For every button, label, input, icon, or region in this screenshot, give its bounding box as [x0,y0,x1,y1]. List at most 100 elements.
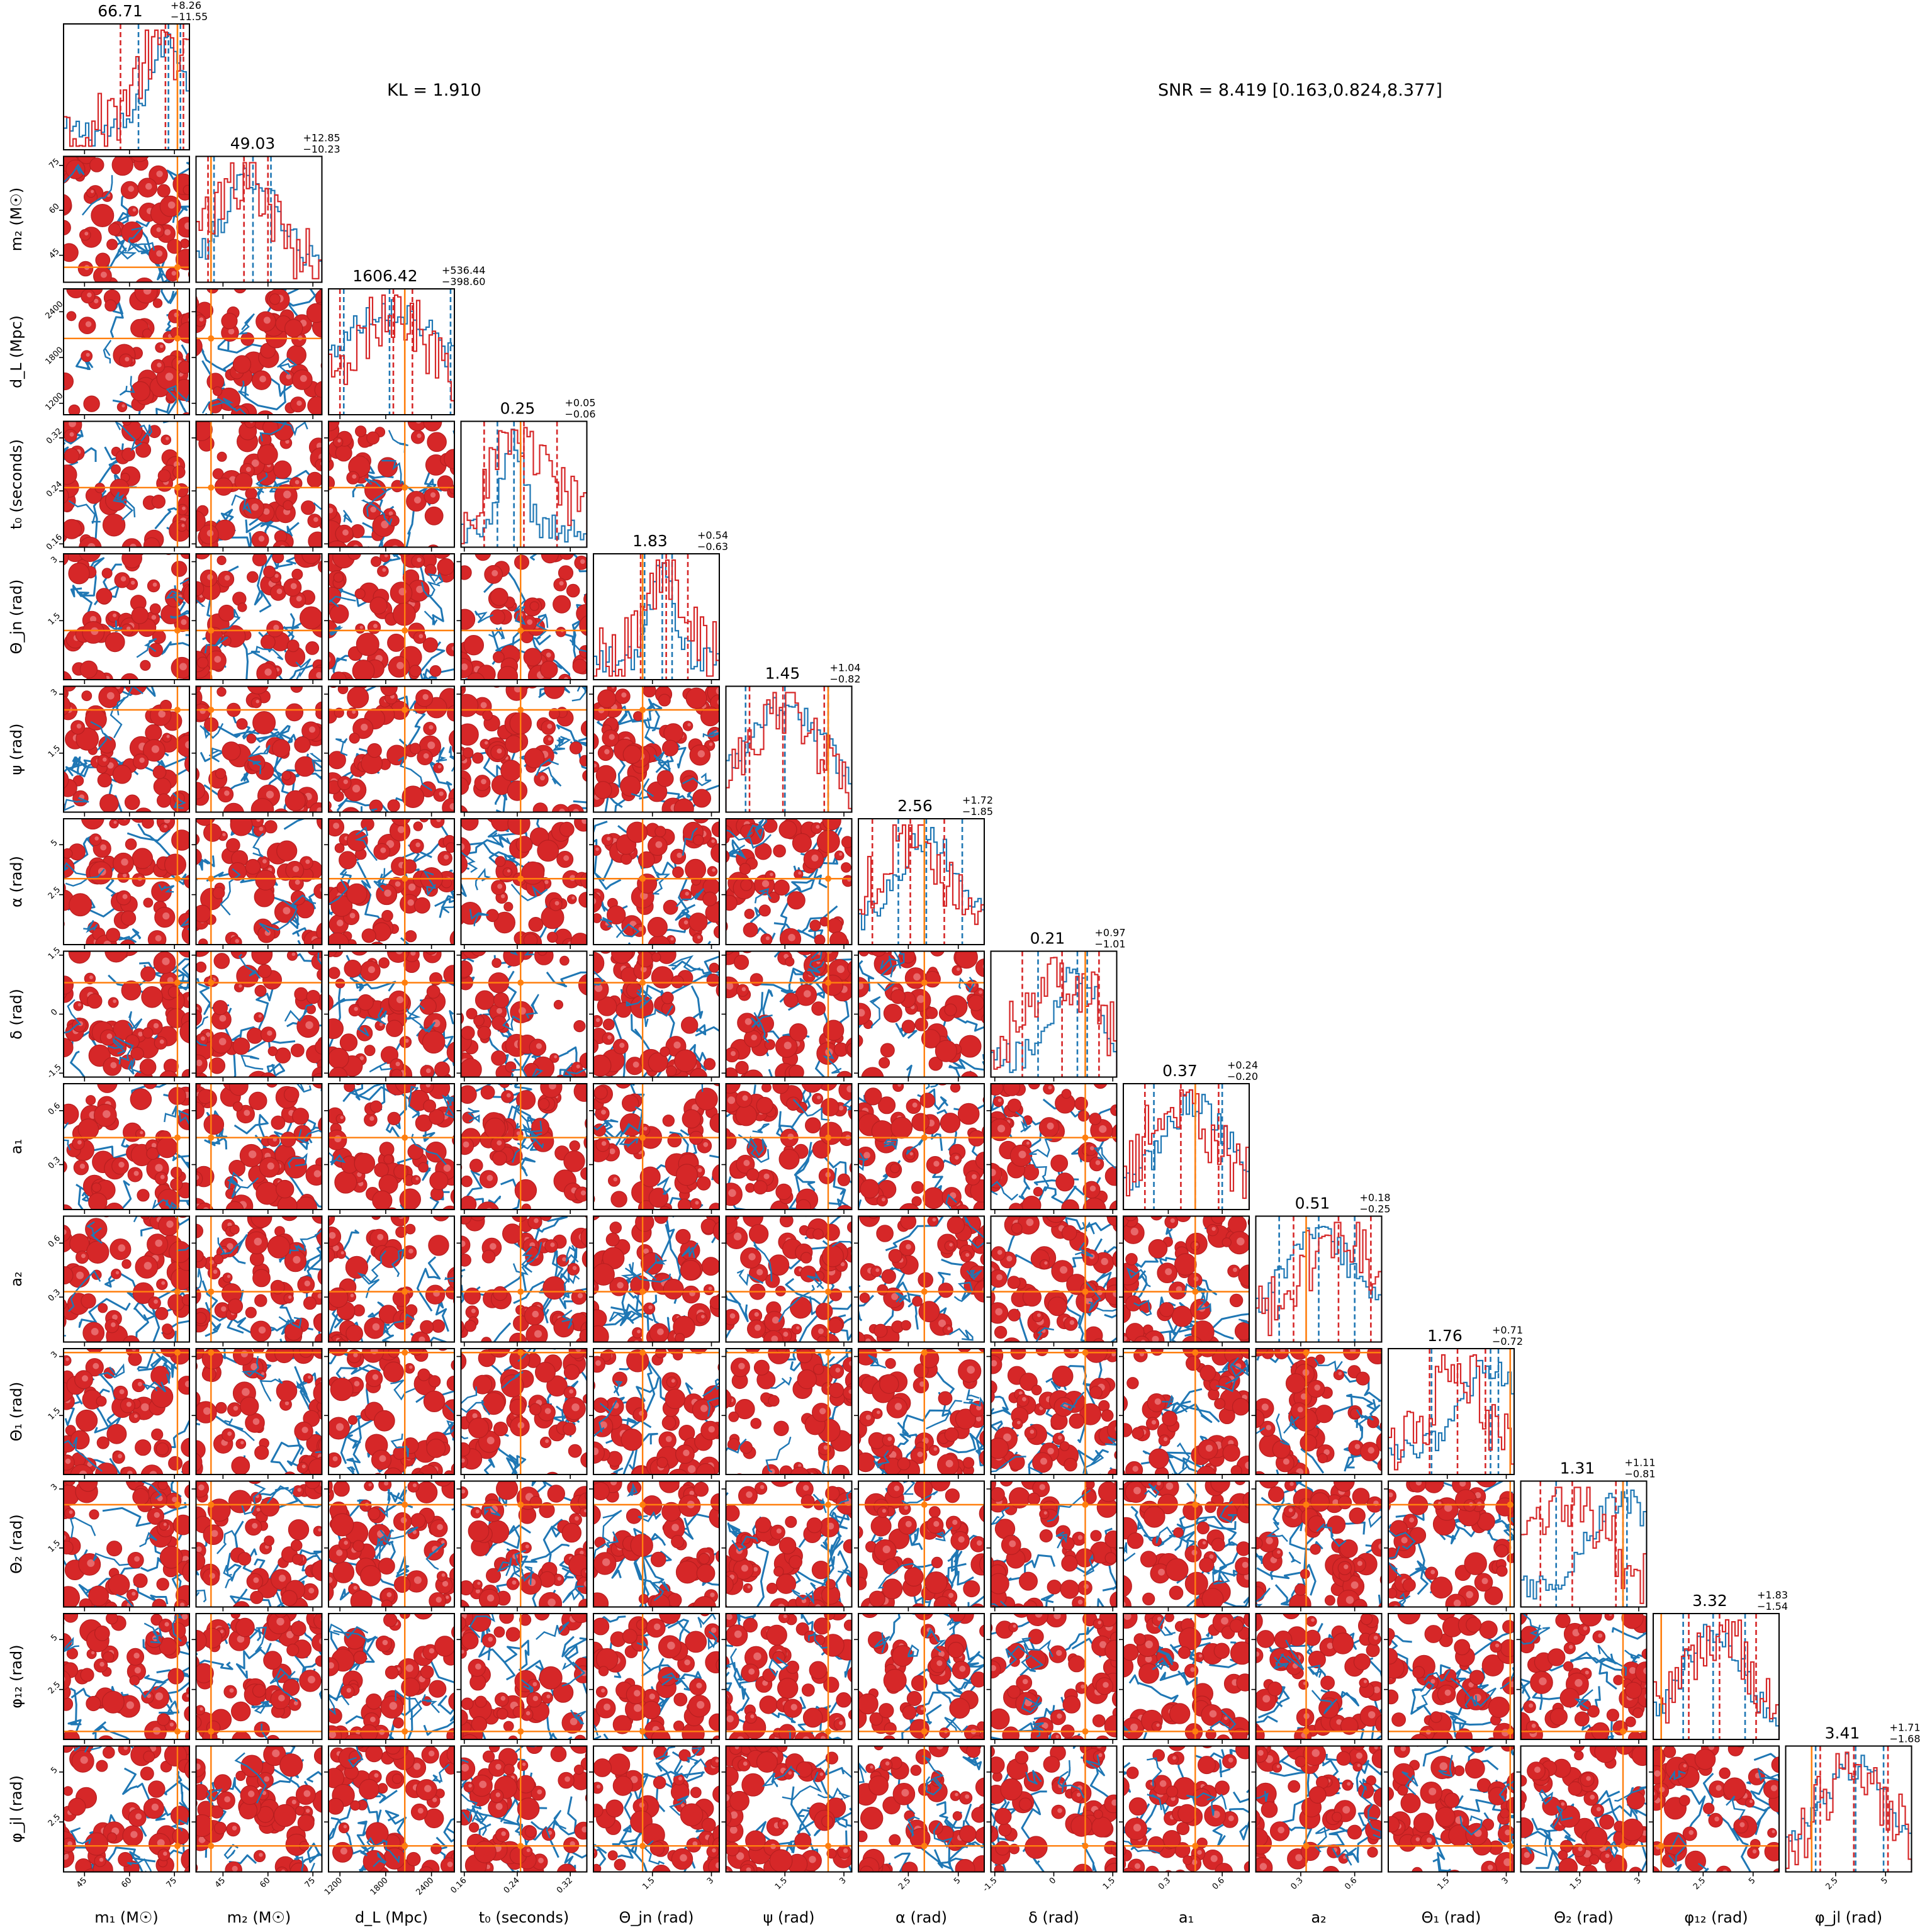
red-density-core [155,1164,163,1172]
red-density-blob [883,1003,902,1023]
red-density-core [1069,1320,1075,1325]
red-density-blob [378,457,398,478]
blue-contour [422,870,437,897]
red-density-core [161,1281,166,1285]
red-density-blob [267,1235,291,1259]
blue-contour [217,1237,244,1255]
red-density-blob [815,1303,833,1320]
panel-title-plus: +8.26 [171,0,201,11]
blue-contour [676,888,705,907]
red-density-blob [1229,1293,1244,1308]
red-density-blob [829,931,848,945]
blue-contour [474,610,494,624]
kl-label: KL = 1.910 [387,81,481,100]
panel-frame [63,155,190,283]
blue-contour [535,758,559,777]
scatter-panel [324,950,455,1082]
panel-title: 66.71 [98,2,143,20]
blue-contour [890,951,905,978]
red-density-blob [1247,1217,1249,1227]
red-density-core [149,1471,157,1474]
blue-contour [510,951,534,956]
red-density-blob [461,805,468,812]
blue-contour [173,768,189,778]
red-density-blob [532,802,548,812]
blue-contour [484,1454,495,1474]
red-density-blob [567,894,577,904]
red-density-blob [528,916,544,932]
red-density-core [300,374,307,382]
red-density-blob [744,908,755,919]
red-density-blob [283,500,293,511]
blue-contour [204,1128,228,1150]
red-density-core [996,1274,1003,1281]
red-density-blob [208,1057,226,1074]
red-density-core [64,1229,67,1235]
red-density-blob [461,1254,471,1267]
red-density-core [423,753,429,759]
panel-frame [593,1215,720,1343]
blue-contour [558,736,571,748]
histogram-panel: 1606.42 +536.44−398.60 [328,264,485,419]
red-density-blob [221,312,238,330]
scatter-panel [324,1348,455,1479]
red-density-blob [748,1224,769,1244]
red-density-blob [817,1084,838,1091]
red-density-blob [252,710,276,734]
blue-contour [282,894,317,911]
red-density-blob [716,983,719,997]
red-histogram [593,559,719,680]
red-density-blob [206,289,219,294]
red-density-blob [292,1108,310,1125]
red-density-blob [356,632,379,656]
blue-contour [90,721,112,751]
red-density-blob [85,708,107,731]
blue-contour [135,1314,149,1342]
blue-contour [292,927,322,945]
red-density-core [357,1172,362,1177]
red-density-blob [911,1113,930,1132]
blue-contour [1030,1157,1050,1192]
blue-contour [233,1114,276,1142]
red-density-blob [387,1111,401,1126]
blue-contour [666,1317,681,1342]
red-density-blob [544,686,565,699]
red-density-blob [97,773,112,788]
red-density-blob [230,819,253,836]
red-density-blob [373,1410,395,1432]
truth-marker [639,1134,646,1141]
red-density-blob [1124,1216,1137,1222]
red-density-blob [257,964,272,979]
red-density-blob [795,1199,811,1210]
red-density-blob [639,1166,661,1188]
red-density-blob [140,1216,150,1220]
red-density-core [189,1465,196,1471]
red-density-core [107,762,114,769]
blue-contour [475,867,491,890]
red-density-blob [861,1067,884,1077]
red-density-blob [87,993,103,1009]
red-density-blob [593,1123,606,1137]
red-density-blob [336,1249,346,1259]
red-density-blob [329,1335,335,1342]
blue-contour [750,1014,773,1028]
red-density-blob [110,478,130,498]
scatter-panel [456,1083,588,1214]
red-density-blob [779,1216,794,1228]
red-density-core [1090,1146,1094,1150]
red-density-blob [64,1355,72,1366]
red-density-core [913,973,921,981]
blue-contour [390,1433,409,1457]
red-density-blob [900,1216,917,1230]
red-density-core [425,1084,431,1087]
red-density-core [852,1045,856,1049]
red-density-blob [172,465,186,479]
red-density-blob [109,819,119,829]
red-density-core [532,1310,539,1318]
red-density-core [677,852,682,858]
red-density-core [329,656,331,663]
red-density-core [145,1211,149,1215]
red-density-core [991,1169,996,1176]
red-density-blob [778,820,797,839]
red-density-blob [743,922,758,938]
